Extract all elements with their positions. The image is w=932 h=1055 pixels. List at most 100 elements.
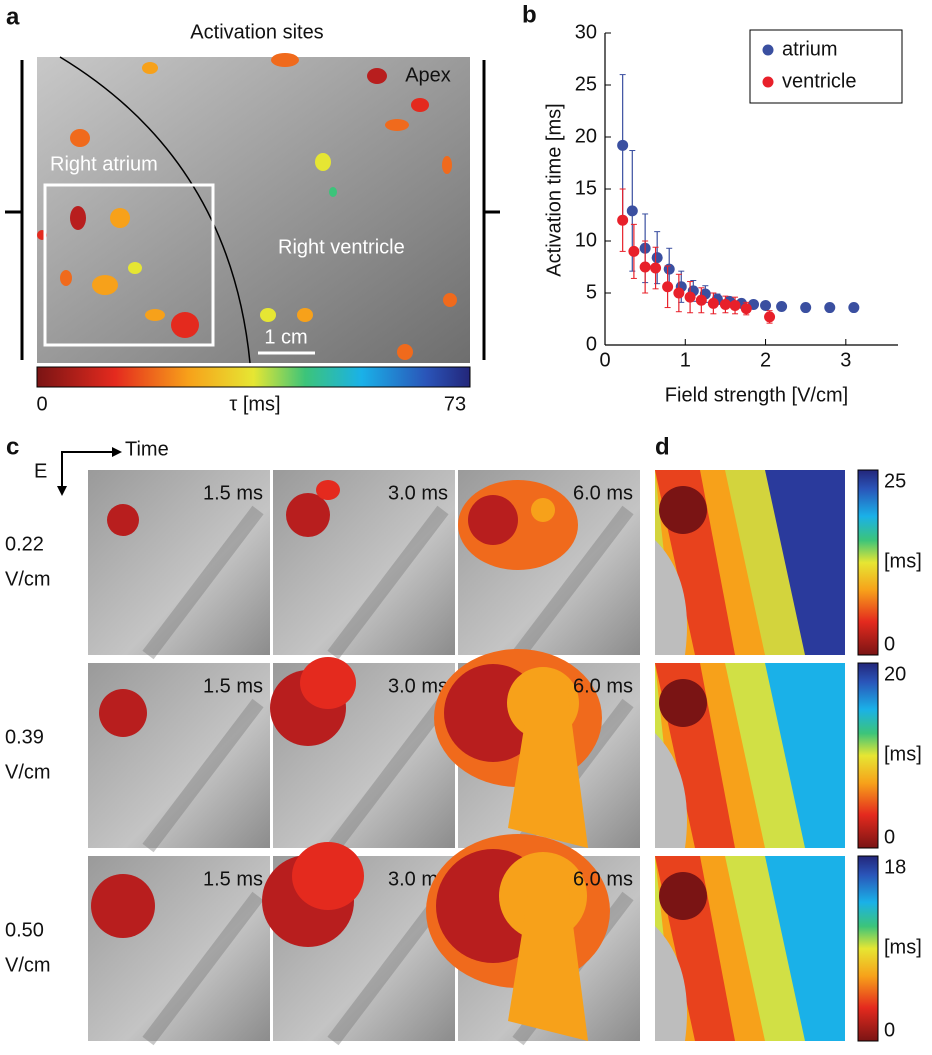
field-label: V/cm bbox=[5, 568, 51, 590]
colorbar-label: 73 bbox=[444, 393, 466, 415]
colorbar bbox=[36, 366, 471, 388]
panel-label: c bbox=[6, 433, 19, 460]
activation-site bbox=[70, 129, 90, 147]
activation-region bbox=[292, 842, 364, 910]
activation-site bbox=[110, 208, 130, 228]
panel-label: d bbox=[655, 433, 670, 460]
colorbar-label: [ms] bbox=[884, 743, 922, 765]
colorbar-label: 0 bbox=[884, 1019, 895, 1041]
activation-site bbox=[271, 53, 299, 67]
data-point bbox=[650, 262, 662, 274]
time-label: 6.0 ms bbox=[573, 675, 633, 697]
scatter-chart: 0 5 10 15 20 25 30 0 1 2 3 Field strength [V/cm] Act… bbox=[543, 21, 903, 406]
y-axis-label: Activation time [ms] bbox=[543, 103, 565, 276]
colorbar-label: 20 bbox=[884, 663, 906, 685]
panel-title: Activation sites bbox=[190, 21, 323, 43]
activation-region bbox=[300, 657, 356, 709]
colorbar bbox=[857, 662, 879, 849]
x-tick-label: 2 bbox=[760, 349, 771, 371]
activation-site bbox=[329, 187, 337, 197]
data-point bbox=[760, 299, 772, 311]
time-label: 1.5 ms bbox=[203, 482, 263, 504]
field-label: 0.22 bbox=[5, 533, 44, 555]
data-point bbox=[628, 245, 640, 257]
y-tick-label: 30 bbox=[575, 21, 597, 43]
tissue-edge bbox=[655, 733, 687, 848]
x-tick-label: 3 bbox=[840, 349, 851, 371]
y-tick-label: 0 bbox=[586, 333, 597, 355]
activation-site bbox=[442, 156, 452, 174]
data-point bbox=[663, 263, 675, 275]
activation-map bbox=[659, 679, 707, 727]
activation-region bbox=[91, 874, 155, 938]
activation-site bbox=[171, 312, 199, 338]
scale-label: 1 cm bbox=[264, 326, 307, 348]
region-label: Apex bbox=[405, 64, 451, 86]
activation-site bbox=[70, 206, 86, 230]
data-point bbox=[651, 252, 663, 264]
data-point bbox=[719, 298, 731, 310]
activation-site bbox=[142, 62, 158, 74]
arrow-head bbox=[57, 447, 122, 496]
roi-box bbox=[43, 183, 215, 347]
activation-region bbox=[316, 480, 340, 500]
field-label: V/cm bbox=[5, 954, 51, 976]
activation-site bbox=[367, 68, 387, 84]
colorbar-label: [ms] bbox=[884, 550, 922, 572]
activation-site bbox=[60, 270, 72, 286]
tissue-texture bbox=[327, 505, 449, 660]
data-point bbox=[662, 281, 674, 293]
data-point bbox=[764, 311, 776, 323]
colorbar-label: 0 bbox=[36, 393, 47, 415]
data-point bbox=[776, 301, 788, 313]
activation-region bbox=[468, 495, 518, 545]
activation-region bbox=[508, 693, 588, 848]
activation-site bbox=[128, 262, 142, 274]
time-label: 1.5 ms bbox=[203, 675, 263, 697]
time-series-grid: 0.22 V/cm 1.5 ms 3.0 ms 6.0 ms 25 [ms] 0 0.39 V/c… bbox=[5, 469, 922, 1046]
activation-site bbox=[297, 308, 313, 322]
activation-region bbox=[508, 886, 588, 1041]
y-tick-label: 15 bbox=[575, 177, 597, 199]
data-point bbox=[824, 302, 836, 314]
field-label: 0.50 bbox=[5, 919, 44, 941]
activation-sites bbox=[37, 53, 457, 360]
activation-region bbox=[99, 689, 147, 737]
data-point bbox=[617, 214, 629, 226]
y-tick-label: 20 bbox=[575, 125, 597, 147]
activation-map bbox=[659, 872, 707, 920]
activation-site bbox=[145, 309, 165, 321]
frame-image bbox=[88, 470, 270, 655]
colorbar-label: τ [ms] bbox=[229, 393, 280, 415]
field-axis-label: E bbox=[34, 460, 47, 482]
colorbar bbox=[857, 855, 879, 1042]
data-point bbox=[626, 205, 638, 217]
data-point bbox=[729, 299, 741, 311]
activation-site bbox=[397, 344, 413, 360]
activation-site bbox=[443, 293, 457, 307]
x-tick-label: 1 bbox=[680, 349, 691, 371]
tissue-texture bbox=[142, 505, 264, 660]
activation-region bbox=[531, 498, 555, 522]
field-label: 0.39 bbox=[5, 726, 44, 748]
activation-site bbox=[411, 98, 429, 112]
activation-map bbox=[659, 486, 707, 534]
axes-arrow bbox=[61, 451, 112, 490]
legend-marker bbox=[762, 76, 774, 88]
x-tick-label: 0 bbox=[599, 349, 610, 371]
colorbar bbox=[857, 469, 879, 656]
tissue-texture bbox=[327, 698, 449, 853]
data-point bbox=[639, 261, 651, 273]
time-label: 6.0 ms bbox=[573, 482, 633, 504]
time-label: 1.5 ms bbox=[203, 868, 263, 890]
y-tick-label: 25 bbox=[575, 73, 597, 95]
panel-label: a bbox=[6, 3, 20, 30]
legend-marker bbox=[762, 44, 774, 56]
data-point bbox=[695, 294, 707, 306]
x-axis-label: Field strength [V/cm] bbox=[665, 384, 848, 406]
time-label: 3.0 ms bbox=[388, 675, 448, 697]
data-point bbox=[617, 139, 629, 151]
tissue-texture bbox=[327, 891, 449, 1046]
colorbar-label: [ms] bbox=[884, 936, 922, 958]
tissue-edge bbox=[655, 926, 687, 1041]
